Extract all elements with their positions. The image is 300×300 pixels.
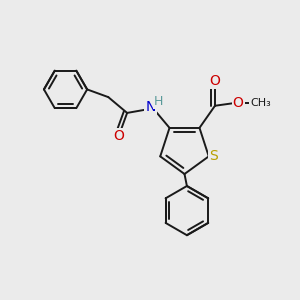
Text: S: S — [209, 149, 218, 164]
Text: N: N — [146, 100, 156, 114]
Text: O: O — [209, 74, 220, 88]
Text: O: O — [113, 129, 124, 143]
Text: CH₃: CH₃ — [250, 98, 271, 108]
Text: H: H — [154, 95, 163, 108]
Text: O: O — [232, 96, 244, 110]
